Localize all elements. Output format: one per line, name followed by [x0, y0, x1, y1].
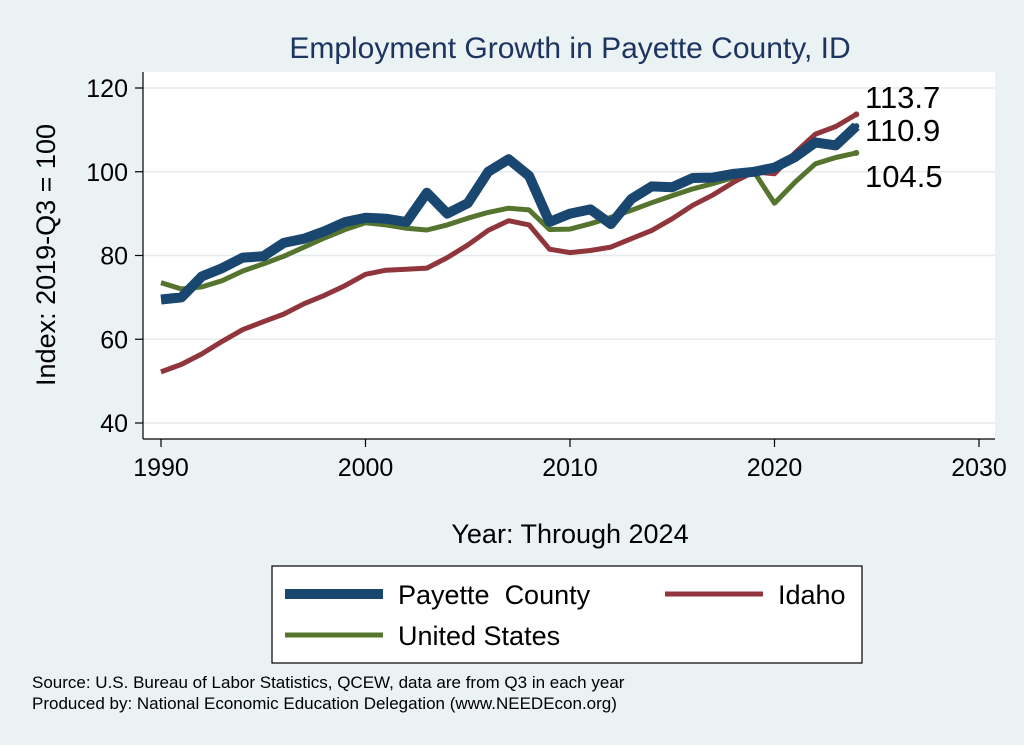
end-label-1: 113.7: [865, 80, 940, 115]
y-axis-ticks: 40 60 80 100 120: [86, 75, 143, 438]
y-tick-label-60: 60: [100, 326, 128, 354]
end-label-2: 104.5: [865, 159, 943, 194]
x-tick-label-2000: 2000: [338, 454, 394, 482]
source-note: Source: U.S. Bureau of Labor Statistics,…: [32, 673, 625, 692]
y-tick-label-40: 40: [100, 410, 128, 438]
x-tick-label-2030: 2030: [951, 454, 1007, 482]
series-group: [160, 112, 860, 375]
legend-label-0: Payette County: [398, 580, 591, 610]
y-tick-label-80: 80: [100, 243, 128, 271]
x-axis-title: Year: Through 2024: [451, 519, 688, 549]
legend-label-1: Idaho: [778, 580, 846, 610]
x-tick-label-2020: 2020: [747, 454, 803, 482]
producer-note: Produced by: National Economic Education…: [32, 694, 617, 713]
end-marker-2: [853, 149, 860, 156]
y-tick-label-100: 100: [86, 159, 128, 187]
end-marker-1: [853, 111, 860, 118]
legend: Payette County Idaho United States: [285, 580, 846, 651]
series-line-idaho: [160, 112, 858, 375]
x-tick-label-1990: 1990: [133, 454, 189, 482]
x-tick-label-2010: 2010: [542, 454, 598, 482]
chart-title: Employment Growth in Payette County, ID: [289, 32, 850, 65]
y-tick-label-120: 120: [86, 75, 128, 103]
legend-box: [271, 565, 863, 664]
y-axis-title: Index: 2019-Q3 = 100: [31, 124, 61, 386]
legend-label-2: United States: [398, 621, 560, 651]
series-line-payette-county: [160, 122, 860, 305]
end-label-0: 110.9: [865, 113, 940, 148]
x-axis-ticks: 1990 2000 2010 2020 2030: [133, 439, 1007, 482]
end-marker-0: [853, 123, 860, 130]
